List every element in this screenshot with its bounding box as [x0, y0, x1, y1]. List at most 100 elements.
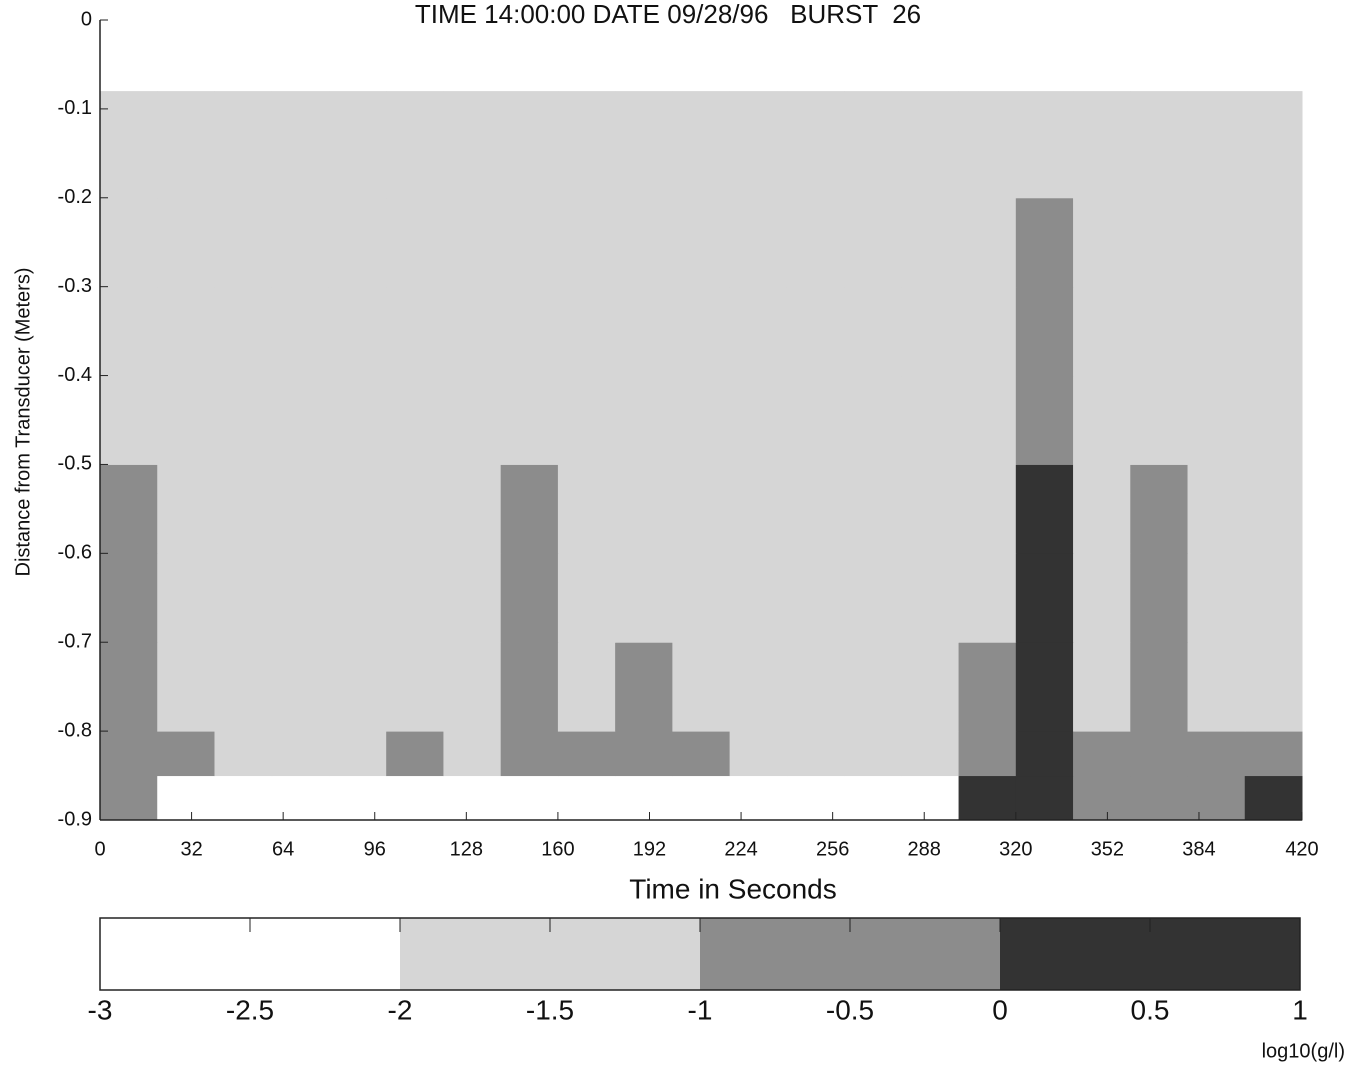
heatmap-cell	[557, 553, 616, 643]
heatmap-cell	[1187, 464, 1246, 554]
heatmap-cell	[443, 553, 502, 643]
heatmap-cell	[958, 197, 1017, 288]
heatmap-cell	[214, 91, 273, 199]
x-tick-label: 352	[1091, 838, 1124, 860]
heatmap-cell	[443, 375, 502, 465]
heatmap-cell	[271, 464, 330, 554]
heatmap-cell	[271, 553, 330, 643]
heatmap-cell	[557, 286, 616, 377]
heatmap-cell	[1244, 91, 1303, 199]
heatmap-cell	[157, 286, 215, 377]
heatmap-cell	[271, 375, 330, 465]
heatmap-cell	[271, 642, 330, 732]
x-tick-label: 420	[1285, 838, 1318, 860]
heatmap-cell	[672, 197, 731, 288]
heatmap-cell	[500, 286, 559, 377]
heatmap-cell	[386, 731, 444, 777]
heatmap-cell	[901, 464, 960, 554]
heatmap-cell	[557, 775, 616, 821]
heatmap-cell	[672, 375, 731, 465]
heatmap-cell	[672, 775, 731, 821]
heatmap-cell	[844, 286, 902, 377]
heatmap-cell	[901, 731, 960, 777]
heatmap-cell	[386, 91, 444, 199]
heatmap-cell	[100, 197, 158, 288]
heatmap-cell	[1244, 286, 1303, 377]
heatmap-cell	[1130, 642, 1189, 732]
heatmap-cell	[958, 775, 1017, 821]
heatmap-cell	[844, 553, 902, 643]
heatmap-cell	[443, 642, 502, 732]
y-tick-label: -0.5	[58, 453, 92, 475]
heatmap-cell	[1015, 91, 1074, 199]
heatmap-cell	[328, 553, 387, 643]
x-tick-label: 64	[272, 838, 294, 860]
heatmap-cell	[386, 642, 444, 732]
heatmap-cell	[1073, 197, 1131, 288]
heatmap-cell	[443, 775, 502, 821]
y-tick-label: -0.8	[58, 719, 92, 741]
heatmap-cell	[100, 464, 158, 554]
heatmap-cell	[729, 375, 788, 465]
heatmap-cell	[615, 642, 673, 732]
heatmap-cell	[901, 375, 960, 465]
heatmap-cell	[386, 464, 444, 554]
heatmap-cell	[1015, 553, 1074, 643]
heatmap-cell	[672, 91, 731, 199]
heatmap-cell	[500, 731, 559, 777]
heatmap-cell	[901, 286, 960, 377]
heatmap-cell	[958, 286, 1017, 377]
heatmap-cell	[557, 464, 616, 554]
heatmap-cell	[1015, 775, 1074, 821]
heatmap-cell	[100, 375, 158, 465]
heatmap-cell	[1073, 91, 1131, 199]
heatmap-cell	[1187, 375, 1246, 465]
heatmap-cell	[1187, 286, 1246, 377]
heatmap-cell	[328, 197, 387, 288]
heatmap-cell	[729, 197, 788, 288]
heatmap-cell	[443, 197, 502, 288]
chart-title: TIME 14:00:00 DATE 09/28/96 BURST 26	[415, 0, 921, 29]
heatmap-cell	[214, 375, 273, 465]
heatmap-cell	[786, 464, 845, 554]
heatmap-cell	[1244, 197, 1303, 288]
y-axis-label: Distance from Transducer (Meters)	[12, 268, 34, 577]
heatmap-cell	[500, 464, 559, 554]
x-tick-label: 224	[724, 838, 757, 860]
heatmap-cell	[1130, 197, 1189, 288]
heatmap-cell	[844, 91, 902, 199]
heatmap-cell	[157, 775, 215, 821]
heatmap-cell	[157, 91, 215, 199]
heatmap-cell	[214, 775, 273, 821]
heatmap-cell	[672, 642, 731, 732]
heatmap-cell	[500, 91, 559, 199]
heatmap-cell	[1015, 375, 1074, 465]
heatmap-cell	[615, 731, 673, 777]
heatmap-cell	[958, 464, 1017, 554]
heatmap-cell	[100, 642, 158, 732]
colorbar-tick-label: -1	[688, 994, 713, 1025]
heatmap-cell	[157, 375, 215, 465]
y-tick-label: -0.6	[58, 542, 92, 564]
heatmap-cell	[214, 731, 273, 777]
colorbar-tick-label: -0.5	[826, 994, 874, 1025]
heatmap-cell	[1130, 553, 1189, 643]
x-tick-label: 192	[633, 838, 666, 860]
heatmap-cell	[443, 464, 502, 554]
heatmap-cell	[500, 642, 559, 732]
heatmap-cell	[729, 91, 788, 199]
x-tick-label: 320	[999, 838, 1032, 860]
heatmap-cell	[1015, 197, 1074, 288]
heatmap-cell	[844, 464, 902, 554]
x-tick-label: 128	[450, 838, 483, 860]
heatmap-cell	[328, 731, 387, 777]
heatmap-cell	[615, 775, 673, 821]
y-tick-label: -0.3	[58, 275, 92, 297]
heatmap-cell	[100, 775, 158, 821]
heatmap-cell	[615, 286, 673, 377]
x-tick-label: 0	[94, 838, 105, 860]
heatmap-cell	[1187, 731, 1246, 777]
y-tick-label: -0.7	[58, 631, 92, 653]
y-tick-label: -0.2	[58, 186, 92, 208]
heatmap-cell	[100, 91, 158, 199]
